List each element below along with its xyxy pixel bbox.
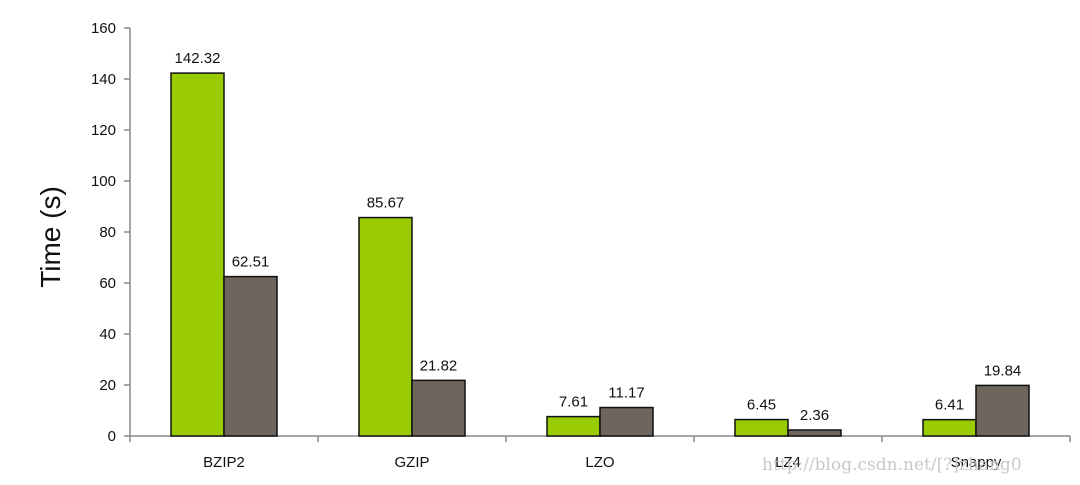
bar-lzo-s2	[599, 406, 654, 437]
data-label: 142.32	[175, 50, 221, 67]
data-label: 62.51	[232, 254, 270, 271]
chart-labels: 142.32 62.51 BZIP2 85.67 21.82 GZIP 7.61 11.17 L…	[175, 50, 1022, 471]
bar-lz4-s1	[734, 418, 789, 437]
y-tick-label: 100	[91, 173, 116, 190]
data-label: 2.36	[800, 407, 829, 424]
y-tick-label: 160	[91, 20, 116, 37]
bar-bzip2-s1	[170, 72, 225, 437]
watermark: http://blog.csdn.net/[?]zhang0	[762, 455, 1022, 475]
y-axis-title: Time (s)	[35, 186, 66, 288]
data-label: 19.84	[984, 362, 1022, 379]
y-tick-label: 60	[99, 275, 116, 292]
y-tick-label: 20	[99, 377, 116, 394]
bar-gzip-s1	[358, 216, 413, 437]
bar-snappy-s1	[922, 418, 977, 437]
x-tick-label: LZO	[585, 454, 614, 471]
bar-bzip2-s2	[223, 275, 278, 437]
bar-snappy-s2	[975, 384, 1030, 437]
bar-lz4-s2	[787, 429, 842, 437]
bar-gzip-s2	[411, 379, 466, 437]
data-label: 21.82	[420, 357, 458, 374]
data-label: 85.67	[367, 195, 405, 212]
data-label: 6.41	[935, 397, 964, 414]
data-label: 11.17	[608, 385, 644, 402]
bar-lzo-s1	[546, 415, 601, 437]
data-label: 7.61	[559, 394, 588, 411]
chart-bars	[170, 72, 1030, 437]
x-tick-label: Snappy	[951, 454, 1002, 471]
x-tick-label: GZIP	[394, 454, 429, 471]
data-label: 6.45	[747, 397, 776, 414]
x-tick-label: LZ4	[775, 454, 801, 471]
x-tick-label: BZIP2	[203, 454, 245, 471]
y-tick-label: 120	[91, 122, 116, 139]
y-tick-label: 0	[108, 428, 116, 445]
chart-axes: 0 20 40 60 80 100 120 140 160	[91, 20, 1071, 445]
y-tick-label: 140	[91, 71, 116, 88]
y-tick-label: 80	[99, 224, 116, 241]
y-tick-label: 40	[99, 326, 116, 343]
